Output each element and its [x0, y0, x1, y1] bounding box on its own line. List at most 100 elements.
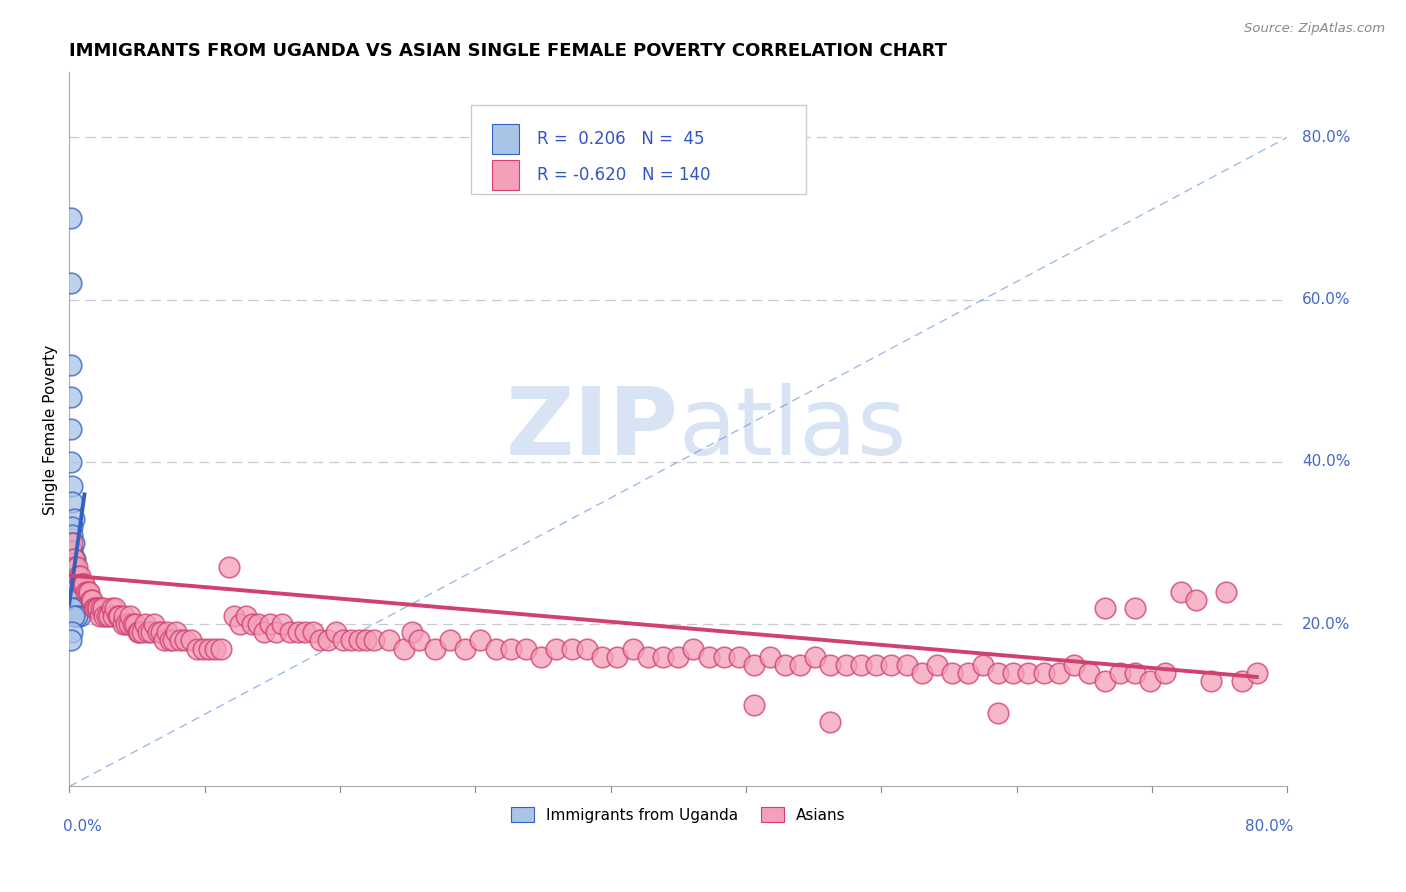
- Point: [69, 568, 91, 582]
- Point: [606, 649, 628, 664]
- Text: 60.0%: 60.0%: [1302, 292, 1350, 307]
- Point: [60, 495, 83, 509]
- Point: [1047, 665, 1070, 680]
- Point: [101, 601, 124, 615]
- Point: [744, 698, 766, 713]
- Point: [65, 576, 87, 591]
- Point: [439, 633, 461, 648]
- Point: [378, 633, 401, 648]
- Point: [59, 592, 82, 607]
- Text: R = -0.620   N = 140: R = -0.620 N = 140: [537, 167, 710, 185]
- Point: [637, 649, 659, 664]
- Point: [146, 625, 169, 640]
- Point: [128, 625, 150, 640]
- Point: [67, 568, 90, 582]
- Point: [62, 552, 84, 566]
- Point: [218, 560, 240, 574]
- Point: [1199, 673, 1222, 688]
- Point: [301, 625, 323, 640]
- Point: [789, 657, 811, 672]
- Point: [621, 641, 644, 656]
- Point: [849, 657, 872, 672]
- Text: R =  0.206   N =  45: R = 0.206 N = 45: [537, 130, 704, 148]
- Point: [59, 552, 82, 566]
- Point: [131, 625, 153, 640]
- Point: [591, 649, 613, 664]
- Point: [454, 641, 477, 656]
- Point: [59, 560, 82, 574]
- Point: [1108, 665, 1130, 680]
- Point: [325, 625, 347, 640]
- Point: [60, 479, 83, 493]
- Point: [347, 633, 370, 648]
- Point: [124, 617, 146, 632]
- Point: [253, 625, 276, 640]
- Point: [401, 625, 423, 640]
- Point: [515, 641, 537, 656]
- Point: [80, 592, 103, 607]
- Point: [423, 641, 446, 656]
- Point: [60, 584, 83, 599]
- Point: [112, 609, 135, 624]
- Point: [79, 592, 101, 607]
- Point: [682, 641, 704, 656]
- Point: [316, 633, 339, 648]
- Point: [66, 592, 89, 607]
- Point: [62, 560, 84, 574]
- Point: [278, 625, 301, 640]
- Point: [149, 625, 172, 640]
- Point: [70, 576, 93, 591]
- Text: 80.0%: 80.0%: [1302, 130, 1350, 145]
- Point: [62, 576, 84, 591]
- Point: [59, 584, 82, 599]
- Point: [103, 609, 125, 624]
- Point: [247, 617, 270, 632]
- Point: [72, 576, 94, 591]
- Point: [728, 649, 751, 664]
- Point: [186, 641, 208, 656]
- Point: [180, 633, 202, 648]
- Point: [165, 625, 187, 640]
- Point: [75, 584, 97, 599]
- Point: [84, 601, 107, 615]
- Point: [925, 657, 948, 672]
- Point: [198, 641, 221, 656]
- Point: [271, 617, 294, 632]
- Point: [229, 617, 252, 632]
- Point: [60, 520, 83, 534]
- Point: [66, 560, 89, 574]
- Point: [62, 552, 84, 566]
- Point: [987, 706, 1010, 721]
- Point: [60, 560, 83, 574]
- Point: [561, 641, 583, 656]
- Point: [76, 584, 98, 599]
- Point: [67, 601, 90, 615]
- Point: [259, 617, 281, 632]
- Point: [77, 584, 100, 599]
- Point: [62, 609, 84, 624]
- Point: [169, 633, 191, 648]
- Point: [73, 576, 96, 591]
- Point: [530, 649, 553, 664]
- Point: [408, 633, 430, 648]
- Text: 40.0%: 40.0%: [1302, 454, 1350, 469]
- Point: [1078, 665, 1101, 680]
- Point: [865, 657, 887, 672]
- Point: [713, 649, 735, 664]
- Point: [941, 665, 963, 680]
- Point: [159, 633, 181, 648]
- Point: [60, 601, 83, 615]
- Point: [65, 552, 87, 566]
- Point: [152, 633, 174, 648]
- Point: [62, 592, 84, 607]
- Point: [911, 665, 934, 680]
- Point: [90, 601, 112, 615]
- Point: [60, 592, 83, 607]
- Point: [652, 649, 675, 664]
- Point: [127, 625, 149, 640]
- Point: [108, 609, 131, 624]
- Point: [240, 617, 263, 632]
- Point: [60, 625, 83, 640]
- Text: Source: ZipAtlas.com: Source: ZipAtlas.com: [1244, 22, 1385, 36]
- Point: [117, 617, 139, 632]
